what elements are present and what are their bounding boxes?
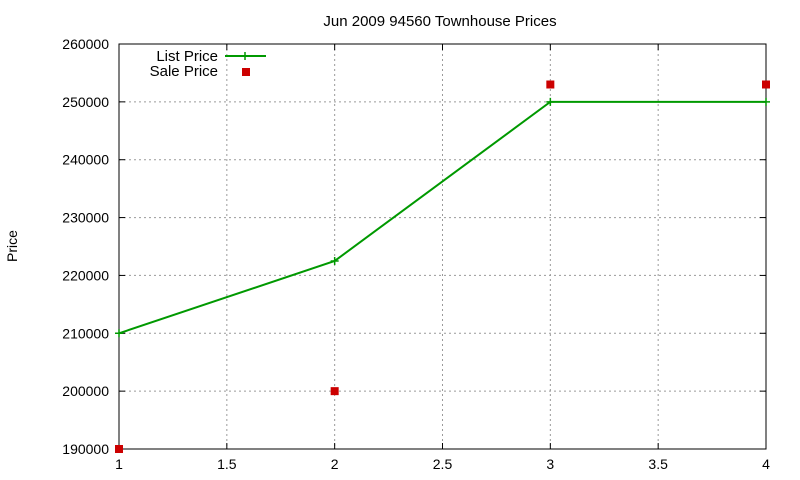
list-price-point <box>330 256 339 265</box>
x-tick-label: 3 <box>546 456 554 472</box>
list-price-point <box>546 97 555 106</box>
y-tick-label: 230000 <box>62 210 109 226</box>
legend-swatch-list-price-marker <box>241 52 249 60</box>
legend-label-sale-price: Sale Price <box>150 63 218 80</box>
grid <box>119 44 766 449</box>
x-tick-label: 4 <box>762 456 770 472</box>
y-tick-label: 250000 <box>62 94 109 110</box>
y-axis-tick-labels: 190000 200000 210000 220000 230000 240000 2500… <box>62 36 109 457</box>
x-axis-tick-labels: 1 1.5 2 2.5 3 3.5 4 <box>115 456 770 472</box>
chart-title: Jun 2009 94560 Townhouse Prices <box>323 13 556 30</box>
legend-swatch-sale-price-marker <box>242 68 250 76</box>
series-list-price-line <box>118 100 766 335</box>
legend-label-list-price: List Price <box>156 48 218 65</box>
sale-price-point <box>330 387 339 396</box>
legend: List Price Sale Price <box>150 48 266 80</box>
x-tick-label: 3.5 <box>648 456 668 472</box>
series-layer <box>115 80 770 453</box>
y-tick-label: 240000 <box>62 152 109 168</box>
y-tick-label: 260000 <box>62 36 109 52</box>
x-tick-label: 1 <box>115 456 123 472</box>
list-price-point <box>762 97 770 106</box>
y-tick-label: 210000 <box>62 325 109 341</box>
y-tick-label: 220000 <box>62 267 109 283</box>
sale-price-point <box>115 445 123 453</box>
sale-price-point <box>546 80 555 89</box>
x-tick-label: 2 <box>331 456 339 472</box>
y-axis-label: Price <box>4 230 20 262</box>
y-tick-label: 200000 <box>62 383 109 399</box>
x-tick-label: 1.5 <box>217 456 237 472</box>
y-tick-label: 190000 <box>62 441 109 457</box>
x-tick-label: 2.5 <box>433 456 453 472</box>
sale-price-point <box>762 80 770 89</box>
list-price-point <box>115 329 123 338</box>
